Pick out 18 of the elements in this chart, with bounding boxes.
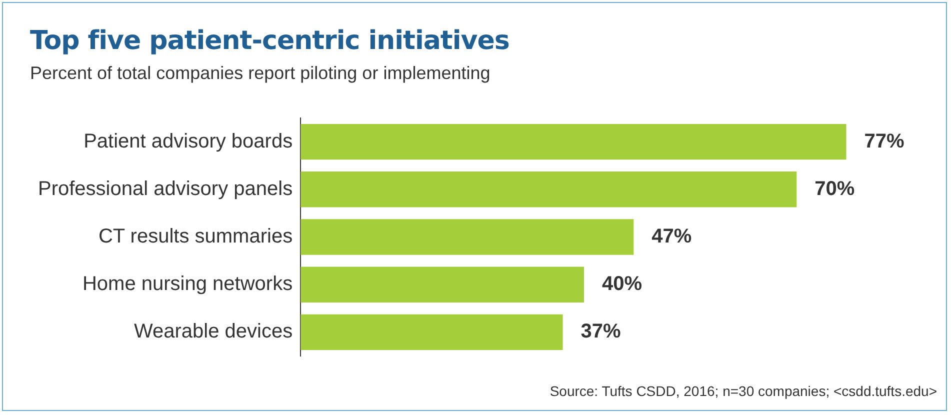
chart-subtitle: Percent of total companies report piloting or implementing [30,63,490,84]
y-tick-label: Patient advisory boards [84,130,293,152]
data-label: 77% [864,130,904,152]
bar [300,172,797,208]
bar [300,266,584,302]
y-tick-label: Wearable devices [134,320,293,343]
y-tick-label: Professional advisory panels [38,178,293,200]
bar [300,219,634,255]
source-note: Source: Tufts CSDD, 2016; n=30 companies; <csdd.tufts.edu> [550,383,937,399]
data-label: 70% [814,178,855,200]
data-label: 37% [580,320,622,343]
data-label: 40% [602,273,642,296]
chart-title: Top five patient-centric initiatives [30,26,510,56]
y-tick-label: Home nursing networks [82,273,293,296]
bar [300,314,563,350]
bar [300,124,846,160]
data-label: 47% [652,226,692,248]
y-tick-label: CT results summaries [98,226,293,248]
